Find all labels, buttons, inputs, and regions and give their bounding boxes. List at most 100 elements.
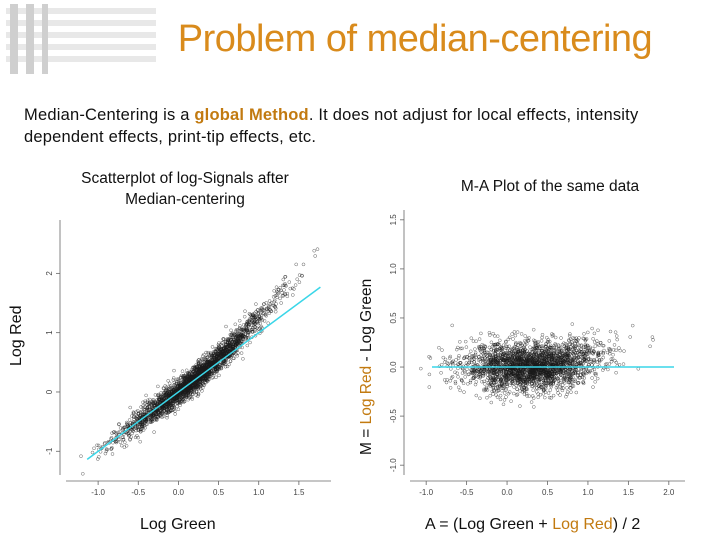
data-point bbox=[223, 345, 228, 349]
data-point bbox=[547, 374, 551, 379]
data-point bbox=[223, 342, 228, 347]
data-point bbox=[225, 348, 229, 352]
data-point bbox=[598, 340, 603, 345]
data-point bbox=[543, 395, 547, 400]
data-point bbox=[174, 381, 179, 386]
data-point bbox=[571, 347, 575, 351]
data-point bbox=[504, 346, 508, 351]
data-point bbox=[532, 381, 537, 385]
data-point bbox=[560, 388, 565, 393]
data-point bbox=[498, 338, 502, 343]
y-tick-label: -0.5 bbox=[389, 409, 398, 423]
ma-xlabel-part-0: A = bbox=[425, 516, 454, 533]
data-point bbox=[301, 262, 306, 267]
data-point bbox=[160, 396, 164, 400]
data-point bbox=[276, 291, 280, 296]
data-point bbox=[499, 350, 504, 355]
data-point bbox=[596, 328, 600, 333]
data-point bbox=[226, 350, 230, 354]
data-point bbox=[190, 397, 195, 401]
data-point bbox=[427, 372, 432, 377]
data-point bbox=[190, 392, 195, 396]
data-point bbox=[242, 314, 247, 319]
data-point bbox=[140, 420, 145, 425]
data-point bbox=[110, 452, 115, 456]
data-point bbox=[127, 433, 132, 438]
data-point bbox=[238, 335, 243, 340]
data-point bbox=[183, 379, 187, 384]
data-point bbox=[251, 330, 255, 334]
data-point bbox=[239, 351, 244, 355]
data-point bbox=[164, 392, 168, 397]
data-point bbox=[510, 332, 514, 336]
data-point bbox=[282, 283, 286, 288]
data-point bbox=[96, 457, 100, 461]
data-point bbox=[237, 339, 241, 344]
data-point bbox=[264, 301, 269, 305]
data-point bbox=[150, 406, 154, 410]
data-point bbox=[252, 317, 256, 322]
data-point bbox=[134, 410, 139, 414]
data-point bbox=[169, 408, 173, 412]
x-tick-label: -0.5 bbox=[460, 488, 474, 497]
data-point bbox=[516, 349, 521, 354]
data-point bbox=[553, 335, 558, 340]
data-point bbox=[467, 360, 472, 365]
data-point bbox=[582, 356, 587, 361]
y-tick-label: 0.0 bbox=[389, 361, 398, 373]
data-point bbox=[178, 393, 182, 398]
data-point bbox=[196, 392, 201, 397]
data-point bbox=[463, 369, 467, 374]
data-point bbox=[143, 412, 147, 416]
data-point bbox=[597, 358, 602, 362]
data-point bbox=[133, 435, 138, 440]
y-tick-label: -1 bbox=[45, 447, 54, 455]
data-point bbox=[466, 372, 471, 377]
data-point bbox=[102, 442, 107, 446]
data-point bbox=[583, 352, 588, 356]
data-point bbox=[485, 388, 490, 392]
data-point bbox=[461, 381, 466, 386]
data-point bbox=[236, 331, 241, 336]
data-point bbox=[480, 343, 484, 347]
data-point bbox=[200, 389, 204, 393]
data-point bbox=[585, 343, 590, 348]
data-point bbox=[238, 324, 242, 328]
data-point bbox=[178, 391, 183, 396]
y-tick-label: 0 bbox=[45, 389, 54, 394]
data-point bbox=[563, 341, 568, 346]
data-point bbox=[140, 409, 144, 414]
data-point bbox=[501, 350, 505, 354]
x-tick-label: -0.5 bbox=[131, 488, 145, 497]
data-point bbox=[570, 341, 575, 346]
data-point bbox=[229, 328, 233, 333]
data-point bbox=[209, 355, 214, 359]
data-point bbox=[233, 322, 238, 327]
data-point bbox=[549, 352, 553, 356]
data-point bbox=[220, 352, 225, 356]
data-point bbox=[246, 324, 251, 328]
data-point bbox=[454, 358, 458, 362]
data-point bbox=[536, 395, 540, 400]
data-point bbox=[466, 382, 470, 386]
data-point bbox=[295, 277, 299, 281]
data-point bbox=[297, 273, 302, 277]
y-tick-label: 1.0 bbox=[389, 263, 398, 275]
data-point bbox=[512, 385, 516, 389]
data-point bbox=[187, 372, 192, 376]
data-point bbox=[130, 431, 134, 436]
data-point bbox=[504, 344, 508, 348]
data-point bbox=[225, 340, 230, 344]
data-point bbox=[190, 392, 195, 397]
data-point bbox=[621, 362, 626, 366]
data-point bbox=[523, 377, 527, 382]
data-point bbox=[525, 387, 529, 392]
data-point bbox=[571, 379, 576, 384]
data-point bbox=[208, 359, 212, 364]
data-point bbox=[109, 436, 114, 440]
data-point bbox=[567, 338, 571, 342]
data-point bbox=[567, 348, 571, 352]
data-point bbox=[608, 347, 612, 351]
data-point bbox=[559, 336, 563, 340]
data-point bbox=[254, 302, 258, 306]
